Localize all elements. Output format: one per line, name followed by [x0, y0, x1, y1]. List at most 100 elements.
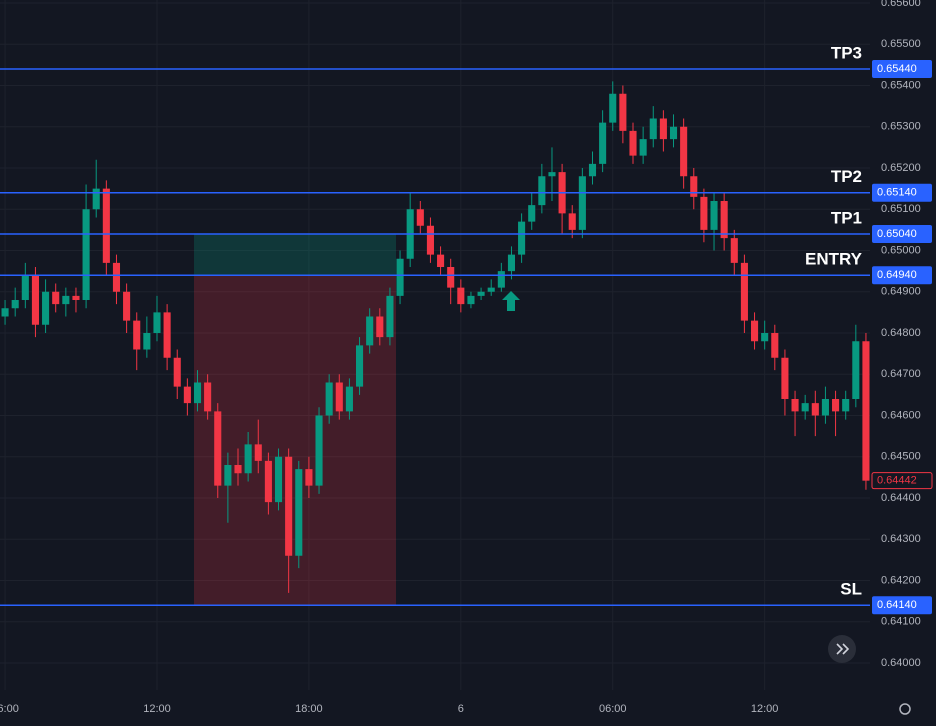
candle-body [264, 460, 272, 503]
candle-body [599, 122, 607, 164]
x-tick-label: 12:00 [751, 703, 779, 715]
x-tick-label: 06:00 [599, 703, 627, 715]
candle-body [244, 444, 252, 474]
candle-body [285, 456, 293, 556]
candle-body [204, 382, 212, 412]
y-tick-label: 0.64700 [881, 368, 921, 380]
candle-body [609, 93, 617, 123]
candle-body [629, 130, 637, 156]
level-name: TP1 [831, 208, 862, 227]
level-name: TP3 [831, 43, 862, 62]
candle-body [82, 209, 90, 300]
candle-body [801, 403, 809, 412]
y-tick-label: 0.65400 [881, 79, 921, 91]
y-tick-label: 0.65200 [881, 162, 921, 174]
last-price-label: 0.64442 [877, 475, 917, 487]
candle-body [1, 308, 9, 317]
candles [1, 81, 870, 593]
candle-body [92, 188, 100, 210]
x-tick-label: 6 [458, 703, 464, 715]
candle-body [811, 403, 819, 416]
candle-body [821, 399, 829, 416]
candle-body [528, 205, 536, 222]
level-name: ENTRY [805, 250, 863, 269]
candle-body [366, 316, 374, 346]
profit-zone [194, 234, 396, 276]
y-tick-label: 0.64100 [881, 616, 921, 628]
settings-icon[interactable] [899, 703, 911, 715]
candle-body [842, 399, 850, 412]
candle-body [21, 275, 29, 300]
candle-body [518, 221, 526, 255]
levels: TP3 TP2 TP1 ENTRY SL [0, 43, 870, 606]
candle-body [72, 295, 80, 300]
buy-arrow [502, 291, 520, 311]
candle-body [143, 333, 151, 350]
scroll-icon [836, 643, 850, 655]
candle-body [568, 213, 576, 230]
y-tick-label: 0.64800 [881, 327, 921, 339]
candle-body [740, 262, 748, 321]
candle-body [548, 172, 556, 177]
price-tag [872, 60, 932, 78]
candle-body [295, 469, 303, 556]
candle-body [852, 341, 860, 399]
candle-body [386, 295, 394, 338]
candle-body [31, 275, 39, 325]
candle-body [720, 201, 728, 239]
candle-body [761, 333, 769, 342]
candle-body [133, 320, 141, 350]
candle-body [690, 176, 698, 197]
candle-body [447, 267, 455, 288]
candle-body [669, 126, 678, 140]
candle-body [305, 469, 313, 486]
candle-body [193, 382, 202, 404]
candle-body [416, 209, 424, 226]
loss-zone [194, 275, 396, 606]
candle-body [102, 188, 110, 263]
candle-body [578, 176, 586, 230]
candle-body [781, 357, 789, 399]
candle-body [52, 291, 60, 305]
y-tick-label: 0.64600 [881, 409, 921, 421]
level-name: TP2 [831, 167, 862, 186]
candle-body [700, 196, 708, 230]
y-tick-label: 0.65000 [881, 244, 921, 256]
candle-body [153, 312, 161, 333]
candle-body [376, 316, 384, 338]
candle-body [619, 93, 627, 131]
candle-body [659, 118, 667, 140]
last-price-tag [871, 472, 933, 490]
x-tick-label: 12:00 [143, 703, 171, 715]
candle-body [487, 287, 495, 292]
candle-body [791, 399, 799, 412]
candle-body [42, 291, 50, 325]
price-tag-label: 0.65440 [877, 63, 917, 75]
candle-body [426, 225, 434, 255]
candle-body [112, 262, 121, 292]
candle-body [62, 295, 70, 305]
candle-body [335, 382, 343, 412]
candle-body [11, 300, 19, 309]
price-tag [872, 266, 932, 285]
price-tag-label: 0.64140 [877, 599, 917, 611]
candle-body [750, 320, 759, 342]
price-tag-label: 0.64940 [877, 269, 917, 281]
y-tick-label: 0.65500 [881, 38, 921, 50]
candle-body [771, 333, 779, 358]
y-tick-label: 0.64900 [881, 286, 921, 298]
y-tick-label: 0.65300 [881, 121, 921, 133]
candle-body [274, 456, 283, 503]
candle-body [123, 291, 131, 321]
candle-body [588, 163, 597, 177]
candle-body [457, 287, 465, 305]
candle-body [224, 465, 232, 486]
candle-body [710, 201, 718, 230]
candle-body [649, 118, 657, 140]
candle-body [345, 386, 353, 412]
y-tick-label: 0.65100 [881, 203, 921, 215]
level-name: SL [840, 580, 862, 599]
